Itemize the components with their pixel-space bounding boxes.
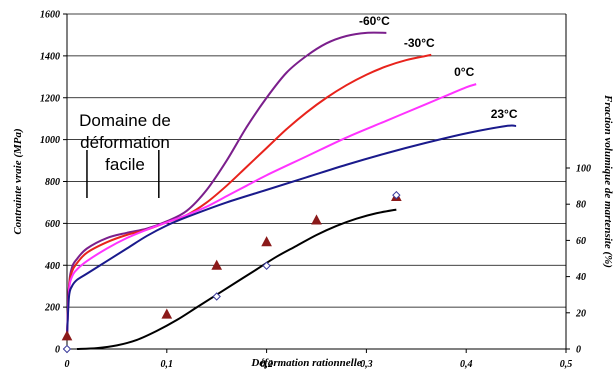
series-line: [66, 83, 477, 337]
y-tick-label: 800: [45, 177, 60, 188]
triangle-marker: [211, 259, 223, 270]
annotation: Domaine de déformation facile: [79, 111, 171, 198]
y-tick-label: 400: [44, 261, 60, 272]
x-tick-label: 0,1: [161, 359, 174, 369]
markers-layer: [61, 190, 402, 354]
x-tick-label: 0,3: [360, 359, 373, 369]
y2-tick-label: 100: [576, 164, 591, 175]
y2-tick-label: 20: [575, 308, 586, 319]
annotation-text: facile: [105, 155, 145, 174]
annotation-text: déformation: [80, 133, 170, 152]
y2-axis-title: Fraction volumique de martensite (%): [602, 94, 614, 268]
y2-tick-label: 60: [576, 236, 586, 247]
y-tick-label: 1600: [40, 10, 60, 21]
series-label: 23°C: [491, 107, 518, 121]
x-tick-label: 0,4: [460, 359, 473, 369]
x-tick-label: 0,2: [260, 359, 273, 369]
diamond-marker: [212, 292, 221, 301]
x-tick-label: 0: [65, 359, 70, 369]
x-axis-title: Déformation rationnelle: [250, 357, 361, 369]
diamond-marker: [262, 261, 271, 270]
series-line: [66, 53, 432, 337]
y-tick-label: 1200: [40, 93, 60, 104]
y2-tick-label: 0: [576, 345, 581, 356]
triangle-marker: [61, 330, 73, 341]
diamond-marker: [62, 344, 72, 354]
series-label: -60°C: [359, 14, 390, 28]
y-tick-label: 600: [45, 219, 60, 230]
triangle-marker: [311, 214, 322, 225]
axes: [63, 13, 570, 353]
y-tick-label: 1400: [40, 51, 60, 62]
y-axis-title: Contrainte vraie (MPa): [12, 128, 24, 234]
triangle-marker: [161, 308, 173, 319]
series-line: [66, 124, 517, 337]
y2-tick-label: 80: [576, 200, 586, 211]
diamond-marker: [392, 190, 401, 200]
triangle-marker: [261, 236, 272, 247]
series-line: [76, 208, 397, 350]
annotation-text: Domaine de: [79, 111, 171, 130]
y-tick-label: 200: [44, 303, 60, 314]
y-tick-label: 0: [55, 345, 60, 356]
y2-tick-label: 40: [575, 272, 586, 283]
x-tick-label: 0,5: [560, 359, 573, 369]
series-line: [66, 31, 387, 337]
y-tick-label: 1000: [40, 135, 60, 146]
series-layer: [66, 31, 517, 350]
series-label: -30°C: [404, 36, 435, 50]
series-label: 0°C: [454, 65, 474, 79]
